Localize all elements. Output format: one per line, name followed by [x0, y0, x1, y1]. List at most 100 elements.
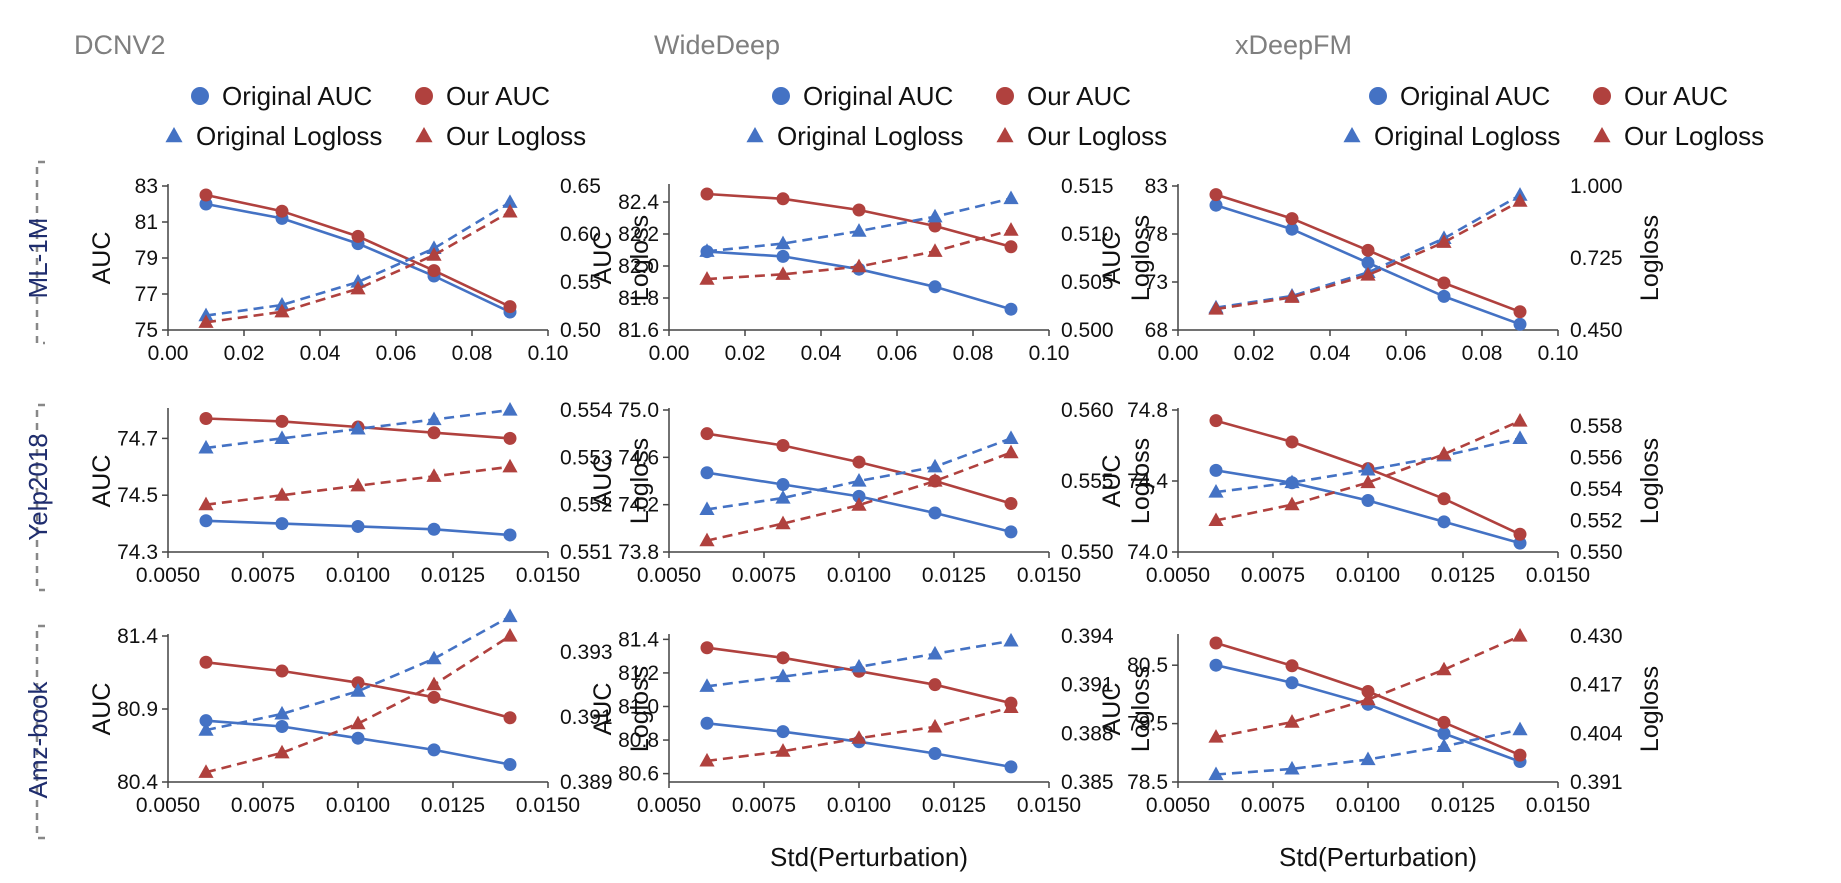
y2-tick-label: 0.393 — [560, 641, 613, 664]
y2-tick-label: 0.552 — [560, 494, 613, 517]
y2-tick-label: 0.391 — [1061, 674, 1114, 697]
y-tick-label: 82.2 — [618, 223, 659, 246]
y2-tick-label: 0.725 — [1570, 247, 1623, 270]
data-point — [1209, 188, 1223, 202]
x-tick-label: 0.00 — [1158, 342, 1199, 365]
data-point — [1285, 659, 1299, 673]
series-our-logloss — [198, 628, 518, 778]
data-point — [502, 402, 518, 416]
legend-label-our-auc: Our AUC — [446, 81, 550, 111]
y-tick-label: 79.5 — [1127, 713, 1168, 736]
data-point — [351, 519, 365, 533]
y2-tick-label: 0.385 — [1061, 771, 1114, 794]
data-point — [852, 203, 866, 217]
legend-label-original-logloss: Original Logloss — [1374, 121, 1560, 151]
y2-axis-label: Logloss — [1636, 215, 1664, 301]
y2-tick-label: 0.430 — [1570, 625, 1623, 648]
series-original-auc — [700, 716, 1018, 774]
data-point — [699, 271, 715, 285]
y-tick-label: 81.4 — [117, 625, 158, 648]
y2-tick-label: 0.50 — [560, 319, 601, 342]
data-point — [1361, 684, 1375, 698]
series-our-auc — [700, 641, 1018, 710]
data-point — [775, 515, 791, 530]
data-point — [1513, 317, 1527, 331]
y2-tick-label: 0.558 — [1570, 415, 1623, 438]
legend-label-our-logloss: Our Logloss — [1027, 121, 1167, 151]
series-line — [706, 437, 1012, 511]
legend-marker-our-auc — [1593, 87, 1611, 105]
y-tick-label: 78.5 — [1127, 771, 1168, 794]
x-tick-label: 0.0100 — [827, 794, 891, 817]
x-tick-label: 0.06 — [376, 342, 417, 365]
legend-marker-original-logloss — [165, 127, 183, 143]
x-tick-label: 0.0125 — [1431, 564, 1495, 587]
data-point — [851, 658, 867, 673]
data-point — [1209, 463, 1223, 477]
y-tick-label: 74.6 — [618, 446, 659, 469]
data-point — [199, 412, 213, 426]
data-point — [1003, 632, 1019, 647]
data-point — [700, 641, 714, 655]
y-tick-label: 80.4 — [117, 771, 158, 794]
legend-label-our-auc: Our AUC — [1624, 81, 1728, 111]
data-point — [1436, 446, 1452, 460]
series-original-logloss — [198, 194, 518, 322]
data-point — [1284, 760, 1300, 775]
data-point — [1513, 305, 1527, 319]
y-tick-label: 74.5 — [117, 484, 158, 507]
x-tick-label: 0.0100 — [326, 564, 390, 587]
y2-axis-label: Logloss — [1636, 666, 1664, 752]
y2-axis-label: Logloss — [1636, 438, 1664, 524]
x-tick-label: 0.06 — [1386, 342, 1427, 365]
y-tick-label: 77 — [135, 283, 158, 306]
series-our-logloss — [1208, 628, 1528, 743]
data-point — [1003, 430, 1019, 444]
y-tick-label: 81.4 — [618, 628, 659, 651]
legend-widedeep: Original AUC Our AUC Original Logloss Our L… — [746, 81, 1167, 151]
data-point — [503, 757, 517, 771]
data-point — [776, 651, 790, 665]
y2-tick-label: 0.555 — [1061, 470, 1114, 493]
data-point — [775, 266, 791, 280]
data-point — [776, 478, 790, 492]
series-original-auc — [199, 714, 517, 771]
series-original-auc — [1209, 198, 1527, 331]
series-line — [1215, 200, 1521, 311]
series-our-auc — [199, 188, 517, 314]
y-tick-label: 74.3 — [117, 541, 158, 564]
legend-marker-our-auc — [415, 87, 433, 105]
data-point — [699, 532, 715, 547]
series-line — [1215, 663, 1521, 763]
y2-axis-label: Logloss — [626, 215, 654, 301]
data-point — [275, 517, 289, 531]
y2-tick-label: 0.505 — [1061, 271, 1114, 294]
x-tick-label: 0.0100 — [827, 564, 891, 587]
y-tick-label: 82.4 — [618, 191, 659, 214]
x-tick-label: 0.0125 — [922, 794, 986, 817]
data-point — [852, 489, 866, 503]
data-point — [503, 711, 517, 725]
y2-tick-label: 0.554 — [1570, 478, 1623, 501]
legend-label-original-logloss: Original Logloss — [196, 121, 382, 151]
series-our-auc — [700, 187, 1018, 254]
chart-dcnv2-amz-book: 0.0050 0.0075 0.0100 0.0125 0.0150 80.4 80.9 81… — [88, 608, 654, 817]
data-point — [1513, 527, 1527, 541]
series-original-logloss — [1208, 721, 1528, 781]
y2-tick-label: 0.388 — [1061, 722, 1114, 745]
data-point — [928, 506, 942, 520]
x-tick-label: 0.0125 — [421, 564, 485, 587]
y-axis-label: AUC — [1098, 455, 1126, 508]
y2-tick-label: 0.60 — [560, 223, 601, 246]
data-point — [275, 720, 289, 734]
row-bracket — [35, 624, 45, 840]
y-tick-label: 74.0 — [1127, 541, 1168, 564]
data-point — [274, 487, 290, 501]
data-point — [851, 497, 867, 511]
legend-label-our-logloss: Our Logloss — [446, 121, 586, 151]
data-point — [198, 764, 214, 778]
y2-tick-label: 0.560 — [1061, 399, 1114, 422]
y-axis-label: AUC — [88, 232, 116, 285]
series-original-logloss — [198, 608, 518, 736]
series-our-auc — [1209, 636, 1527, 762]
